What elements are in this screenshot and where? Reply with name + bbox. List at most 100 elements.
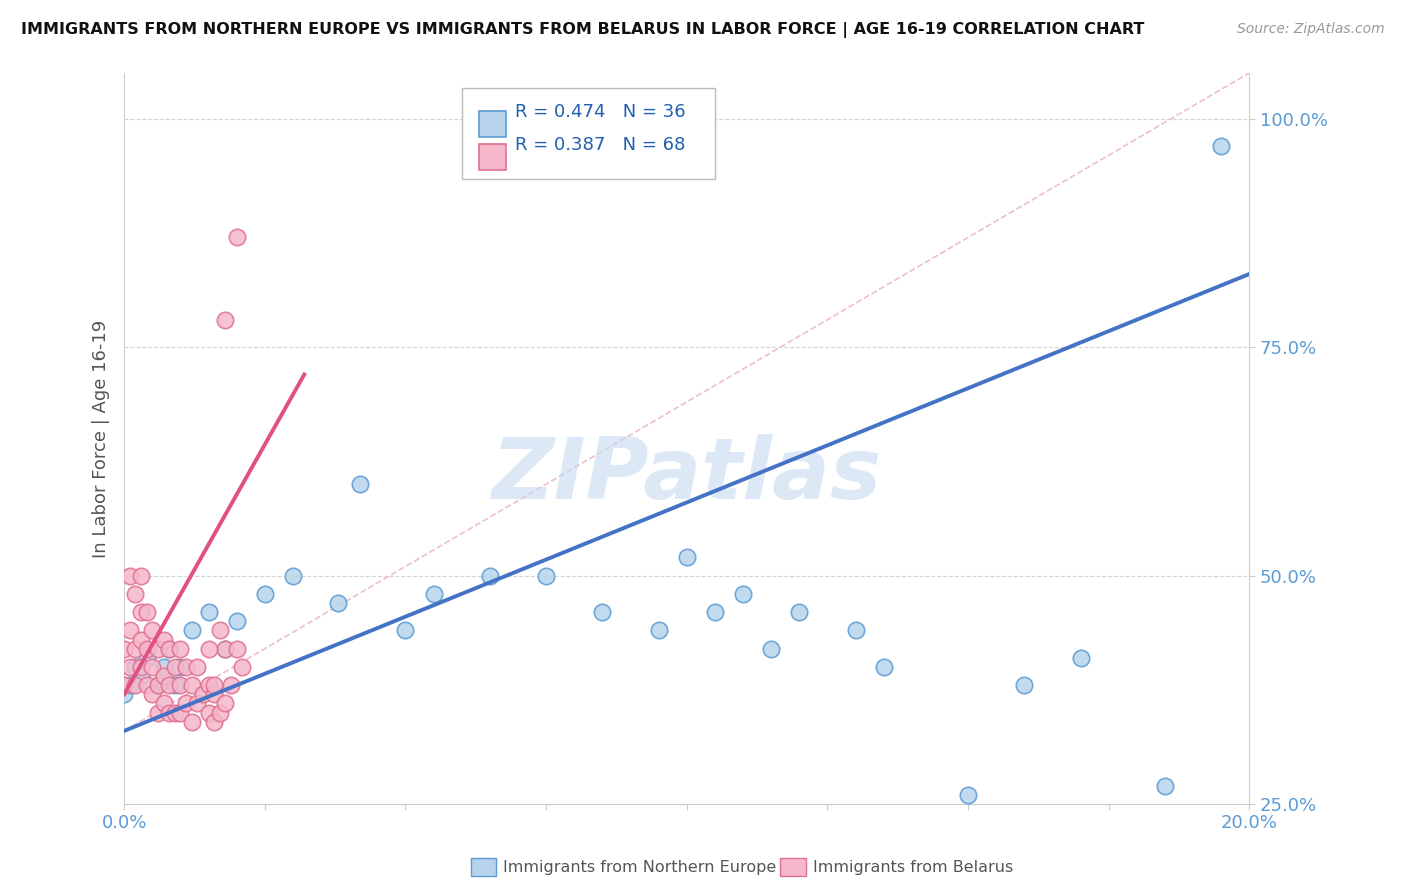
Point [202,678,225,692]
Point [872,660,894,674]
FancyBboxPatch shape [478,144,506,170]
Point [124,587,146,601]
Point [174,697,197,711]
Point [703,605,725,619]
Point [146,678,169,692]
Point [225,614,247,628]
Point [174,660,197,674]
Point [202,687,225,701]
Point [124,641,146,656]
Point [112,678,135,692]
FancyBboxPatch shape [461,87,714,179]
Point [197,706,219,720]
Point [152,660,174,674]
Point [1154,779,1177,793]
Point [157,678,180,692]
Point [163,678,186,692]
Point [422,587,444,601]
Point [197,605,219,619]
Point [135,605,157,619]
Point [957,788,980,802]
Point [1211,139,1233,153]
Point [118,678,141,692]
Point [141,687,163,701]
Point [202,714,225,729]
Point [141,660,163,674]
Point [787,605,810,619]
Point [129,568,152,582]
Text: Source: ZipAtlas.com: Source: ZipAtlas.com [1237,22,1385,37]
Point [731,587,754,601]
Text: R = 0.387   N = 68: R = 0.387 N = 68 [515,136,685,153]
Point [219,678,242,692]
Point [394,624,416,638]
Point [169,706,191,720]
Point [349,477,371,491]
Point [129,632,152,647]
FancyBboxPatch shape [478,111,506,137]
Point [169,660,191,674]
Point [163,706,186,720]
Point [675,550,697,565]
Point [326,596,349,610]
Text: Immigrants from Northern Europe: Immigrants from Northern Europe [503,861,776,875]
Point [129,605,152,619]
Point [186,697,208,711]
Point [157,706,180,720]
Point [180,714,202,729]
Point [124,660,146,674]
Point [146,641,169,656]
Point [118,624,141,638]
Point [180,678,202,692]
Text: R = 0.474   N = 36: R = 0.474 N = 36 [515,103,685,120]
Point [231,660,253,674]
Text: IMMIGRANTS FROM NORTHERN EUROPE VS IMMIGRANTS FROM BELARUS IN LABOR FORCE | AGE : IMMIGRANTS FROM NORTHERN EUROPE VS IMMIG… [21,22,1144,38]
Point [844,624,866,638]
Text: ZIPatlas: ZIPatlas [492,434,882,516]
Point [253,587,276,601]
Point [169,678,191,692]
Point [152,632,174,647]
Point [591,605,613,619]
Point [135,678,157,692]
Point [214,697,236,711]
Text: Immigrants from Belarus: Immigrants from Belarus [813,861,1012,875]
Point [759,641,782,656]
Point [478,568,501,582]
Point [647,624,669,638]
Point [1014,678,1036,692]
Point [208,624,231,638]
Point [225,230,247,244]
Point [112,687,135,701]
Point [208,706,231,720]
Point [197,678,219,692]
Point [157,641,180,656]
Point [180,624,202,638]
Point [225,641,247,656]
Point [281,568,304,582]
Point [129,660,152,674]
Point [146,706,169,720]
Point [135,650,157,665]
Point [118,660,141,674]
Point [1070,650,1092,665]
Point [118,568,141,582]
Point [129,669,152,683]
Point [534,568,557,582]
Point [124,678,146,692]
Point [197,641,219,656]
Y-axis label: In Labor Force | Age 16-19: In Labor Force | Age 16-19 [93,319,110,558]
Point [214,641,236,656]
Point [169,641,191,656]
Point [214,312,236,326]
Point [112,641,135,656]
Point [152,669,174,683]
Point [141,624,163,638]
Point [191,687,214,701]
Point [152,697,174,711]
Point [135,641,157,656]
Point [214,641,236,656]
Point [157,641,180,656]
Point [146,678,169,692]
Point [186,660,208,674]
